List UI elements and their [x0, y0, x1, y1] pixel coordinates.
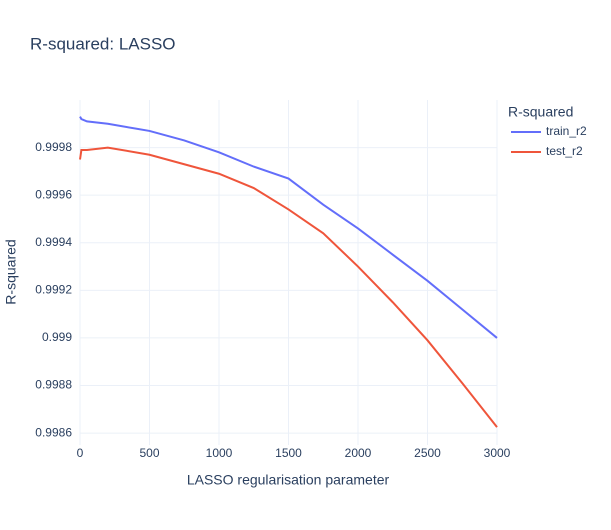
y-tick-label: 0.9992 [35, 283, 72, 297]
legend-label: test_r2 [546, 144, 583, 158]
x-axis-title: LASSO regularisation parameter [187, 472, 390, 488]
line-series [79, 146, 498, 428]
y-tick-label: 0.9994 [35, 235, 72, 249]
legend-label: train_r2 [546, 124, 587, 138]
line-series [79, 116, 498, 339]
legend-title: R-squared [508, 104, 573, 120]
chart-title: R-squared: LASSO [30, 34, 176, 53]
x-tick-label: 2500 [414, 446, 441, 460]
y-tick-label: 0.9996 [35, 187, 72, 201]
y-axis-title: R-squared [3, 239, 19, 304]
y-tick-label: 0.9998 [35, 140, 72, 154]
x-tick-label: 2000 [345, 446, 372, 460]
x-tick-label: 1500 [275, 446, 302, 460]
y-tick-label: 0.999 [42, 330, 72, 344]
x-tick-label: 0 [77, 446, 84, 460]
x-tick-label: 1000 [206, 446, 233, 460]
y-tick-label: 0.9988 [35, 378, 72, 392]
x-tick-label: 500 [139, 446, 159, 460]
y-tick-label: 0.9986 [35, 425, 72, 439]
x-tick-label: 3000 [484, 446, 511, 460]
